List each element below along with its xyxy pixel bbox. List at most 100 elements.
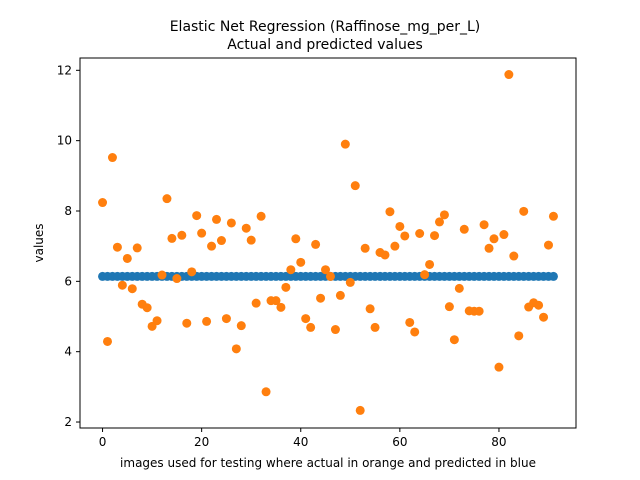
actual-point [484, 243, 494, 253]
actual-point [430, 231, 440, 241]
actual-point [360, 243, 370, 253]
actual-point [271, 296, 281, 306]
actual-point [192, 211, 202, 221]
actual-point [410, 327, 420, 337]
actual-point [98, 198, 108, 208]
actual-point [325, 271, 335, 281]
actual-point [241, 223, 251, 233]
actual-point [316, 293, 326, 303]
actual-point [479, 220, 489, 230]
actual-point [335, 290, 345, 300]
actual-point [112, 242, 122, 252]
actual-point [509, 251, 519, 261]
y-tick-label: 8 [64, 204, 72, 218]
actual-point [400, 231, 410, 241]
actual-point [187, 267, 197, 277]
actual-point [355, 405, 365, 415]
actual-point [444, 302, 454, 312]
actual-point [504, 70, 514, 80]
y-tick-label: 2 [64, 415, 72, 429]
actual-point [350, 181, 360, 191]
y-axis: 2 4 6 8 10 12 [57, 63, 80, 429]
actual-point [420, 270, 430, 280]
actual-point [157, 270, 167, 280]
y-tick-label: 12 [57, 63, 72, 77]
actual-point [212, 214, 222, 224]
actual-point [167, 233, 177, 243]
x-tick-label: 40 [293, 435, 308, 449]
actual-point [286, 265, 296, 275]
actual-point [311, 239, 321, 249]
actual-point [142, 303, 152, 313]
actual-point [236, 321, 246, 331]
actual-point [499, 230, 509, 240]
actual-point [439, 210, 449, 220]
chart-title-line2: Actual and predicted values [227, 37, 423, 53]
actual-point [434, 217, 444, 227]
actual-point [380, 250, 390, 260]
actual-point [301, 314, 311, 324]
actual-point [107, 153, 117, 163]
actual-point [162, 194, 172, 204]
actual-point [514, 331, 524, 341]
actual-point [246, 235, 256, 245]
chart-title-line1: Elastic Net Regression (Raffinose_mg_per… [170, 19, 481, 35]
predicted-point [548, 271, 558, 281]
actual-point [534, 300, 544, 310]
actual-point [182, 318, 192, 328]
actual-point [216, 236, 226, 246]
actual-point [207, 241, 217, 251]
predicted-series [98, 271, 558, 281]
actual-point [459, 224, 469, 234]
actual-point [117, 280, 127, 290]
actual-point [370, 322, 380, 332]
actual-point [405, 317, 415, 327]
actual-point [345, 277, 355, 287]
actual-point [251, 298, 261, 308]
actual-point [539, 312, 549, 322]
actual-point [261, 387, 271, 397]
actual-point [172, 274, 182, 284]
actual-point [177, 230, 187, 240]
x-tick-label: 60 [392, 435, 407, 449]
actual-point [415, 229, 425, 239]
actual-point [306, 322, 316, 332]
plot-area: 0 20 40 60 80 2 4 6 8 10 12 [57, 57, 577, 449]
actual-point [296, 257, 306, 267]
actual-point [385, 207, 395, 217]
actual-point [152, 316, 162, 326]
x-tick-label: 0 [99, 435, 107, 449]
x-tick-label: 80 [491, 435, 506, 449]
actual-point [330, 325, 340, 335]
actual-point [221, 314, 231, 324]
x-axis: 0 20 40 60 80 [99, 428, 507, 449]
actual-point [395, 221, 405, 231]
actual-point [454, 283, 464, 293]
actual-point [390, 241, 400, 251]
actual-point [543, 240, 553, 250]
actual-point [132, 243, 142, 253]
actual-point [365, 304, 375, 314]
actual-series [98, 70, 558, 415]
actual-point [103, 336, 113, 346]
actual-point [256, 211, 266, 221]
x-tick-label: 20 [194, 435, 209, 449]
x-axis-label: images used for testing where actual in … [120, 456, 536, 470]
actual-point [449, 335, 459, 345]
plot-frame [79, 57, 577, 429]
actual-point [519, 206, 529, 216]
actual-point [122, 253, 132, 263]
y-axis-label: values [32, 223, 46, 262]
actual-point [474, 306, 484, 316]
actual-point [202, 316, 212, 326]
actual-point [281, 282, 291, 292]
actual-point [340, 139, 350, 149]
actual-point [489, 234, 499, 244]
y-tick-label: 6 [64, 274, 72, 288]
y-tick-label: 10 [57, 134, 72, 148]
actual-point [291, 234, 301, 244]
y-tick-label: 4 [64, 345, 72, 359]
actual-point [127, 284, 137, 294]
